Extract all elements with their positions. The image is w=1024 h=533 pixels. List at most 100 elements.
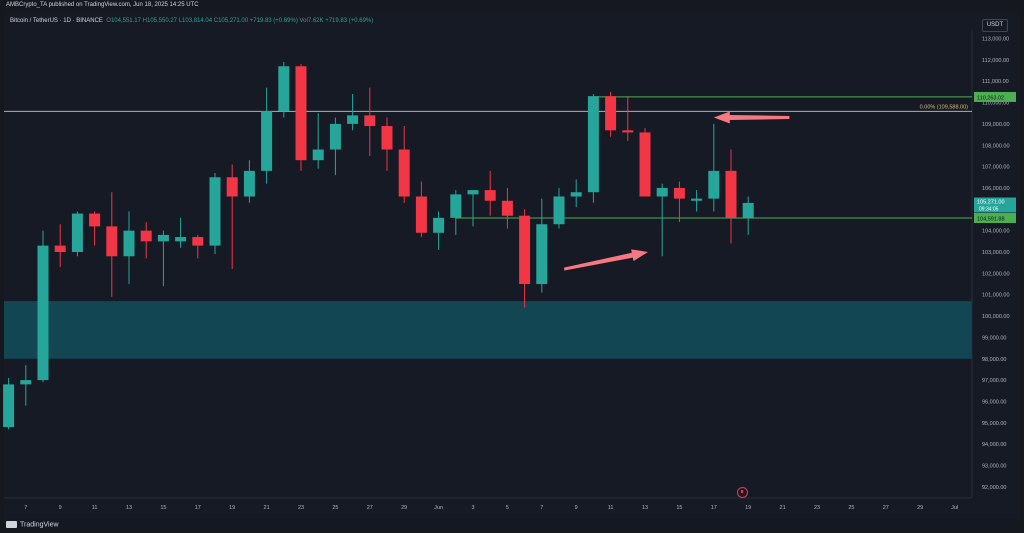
y-tick-label: 92,000.00: [982, 485, 1006, 491]
y-tick-label: 107,000.00: [982, 165, 1010, 171]
candle-body: [347, 115, 359, 124]
candle: [639, 128, 651, 197]
open-value: 104,551.17: [110, 18, 141, 24]
candle-body: [433, 217, 445, 233]
currency-button[interactable]: USDT: [982, 19, 1008, 32]
candle-body: [605, 96, 617, 131]
candle-body: [278, 66, 290, 112]
candle: [157, 230, 169, 287]
candle-body: [467, 190, 479, 195]
candle: [54, 224, 66, 267]
candle: [20, 365, 32, 406]
current-price-tag: [974, 197, 1016, 213]
candle: [708, 123, 720, 212]
candle: [347, 94, 359, 131]
candle-body: [622, 130, 634, 133]
candle: [605, 91, 617, 137]
y-tick-label: 101,000.00: [982, 293, 1010, 299]
candle-body: [364, 115, 376, 127]
candle: [519, 209, 531, 308]
candle: [570, 179, 582, 208]
candle-body: [89, 213, 101, 227]
y-tick-label: 108,000.00: [982, 143, 1010, 149]
y-tick-label: 96,000.00: [982, 399, 1006, 405]
x-tick-label: 13: [126, 505, 132, 511]
candle: [364, 87, 376, 156]
candle: [175, 217, 187, 248]
high-value: 105,550.27: [146, 18, 178, 24]
y-tick-label: 113,000.00: [982, 37, 1009, 43]
candle: [415, 181, 427, 238]
candle-body: [209, 177, 221, 246]
x-tick-label: 13: [642, 505, 648, 511]
y-tick-label: 100,000.00: [982, 314, 1010, 320]
candle: [226, 164, 238, 270]
candle: [622, 96, 634, 141]
candle-body: [553, 196, 565, 225]
candle-body: [140, 230, 152, 242]
candle-body: [691, 198, 703, 201]
candle-body: [519, 215, 531, 285]
y-tick-label: 97,000.00: [982, 378, 1006, 384]
x-tick-label: 11: [92, 505, 98, 511]
tradingview-logo[interactable]: TradingView: [6, 521, 59, 528]
ohlc-legend: Bitcoin / TetherUS · 1D · BINANCE O104,5…: [10, 18, 373, 24]
candle-body: [415, 196, 427, 233]
x-tick-label: 19: [229, 505, 235, 511]
countdown-label: 09:34:05: [979, 207, 999, 213]
candle-body: [673, 187, 685, 199]
y-tick-label: 98,000.00: [982, 357, 1006, 363]
candle: [536, 198, 548, 293]
candle: [501, 187, 513, 229]
x-tick-label: Jul: [951, 505, 958, 511]
x-tick-label: 15: [676, 505, 682, 511]
x-tick-label: 19: [745, 505, 751, 511]
y-tick-label: 95,000.00: [982, 421, 1006, 427]
candle-body: [123, 230, 135, 257]
clock-icon[interactable]: [737, 487, 748, 498]
candle: [261, 87, 273, 184]
y-tick-label: 106,000.00: [982, 186, 1010, 192]
candle: [553, 187, 565, 229]
candle: [243, 160, 255, 203]
x-tick-label: 27: [883, 505, 889, 511]
y-tick-label: 103,000.00: [982, 250, 1010, 256]
candle: [37, 230, 49, 383]
candle-body: [20, 380, 32, 385]
candle: [295, 64, 307, 171]
candle-body: [398, 149, 410, 197]
x-tick-label: 25: [848, 505, 854, 511]
y-tick-label: 93,000.00: [982, 464, 1006, 470]
level-price-label: 110,263.02: [977, 95, 1004, 101]
support-zone: [4, 301, 972, 359]
candle-body: [742, 202, 754, 218]
x-tick-label: 29: [917, 505, 923, 511]
candle-body: [226, 177, 238, 197]
close-label: C: [213, 18, 219, 24]
candle-body: [175, 237, 187, 242]
tradingview-logo-icon: [6, 521, 17, 528]
candle-body: [484, 190, 496, 201]
symbol-title[interactable]: Bitcoin / TetherUS · 1D · BINANCE: [10, 18, 103, 24]
candle-body: [71, 213, 83, 252]
tradingview-logo-label: TradingView: [20, 521, 59, 529]
x-tick-label: 25: [332, 505, 338, 511]
candle-body: [261, 111, 273, 171]
close-value: 105,271.00: [218, 18, 249, 24]
candle: [742, 196, 754, 235]
change-value: +719.83 (+0.69%): [249, 18, 298, 24]
candle-body: [536, 224, 548, 285]
candle: [329, 117, 341, 176]
volume-label: Vol: [299, 18, 308, 24]
candle-body: [157, 234, 169, 242]
y-tick-label: 99,000.00: [982, 335, 1006, 341]
x-tick-label: 29: [401, 505, 407, 511]
candle: [656, 183, 668, 257]
change-value-2: +719.83 (+0.69%): [325, 18, 374, 24]
x-tick-label: 11: [608, 505, 614, 511]
low-value: 103,814.04: [182, 18, 213, 24]
y-tick-label: 112,000.00: [982, 58, 1009, 64]
candle-body: [725, 170, 737, 218]
chart-frame: [4, 14, 1020, 519]
